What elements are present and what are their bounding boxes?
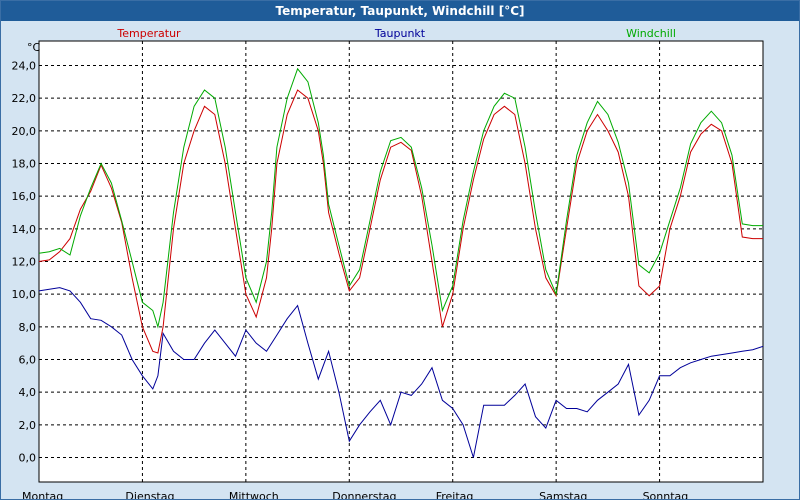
x-day-label: Montag (22, 490, 63, 499)
x-day-label: Dienstag (125, 490, 174, 499)
x-day-label: Mittwoch (229, 490, 279, 499)
x-day-label: Sonntag (643, 490, 689, 499)
x-day-label: Donnerstag (332, 490, 396, 499)
y-axis-label: °C (27, 41, 41, 54)
series-line-temperatur (38, 89, 763, 354)
y-tick-label: 4,0 (19, 386, 37, 399)
y-tick-label: 8,0 (19, 321, 37, 334)
series-line-windchill (38, 67, 763, 329)
legend-temperatur: Temperatur (116, 27, 181, 40)
y-tick-label: 22,0 (12, 92, 37, 105)
y-tick-label: 2,0 (19, 419, 37, 432)
y-tick-label: 16,0 (12, 190, 37, 203)
y-tick-label: 24,0 (12, 60, 37, 73)
y-tick-label: 12,0 (12, 256, 37, 269)
legend-windchill: Windchill (626, 27, 676, 40)
y-tick-label: 6,0 (19, 354, 37, 367)
legend-taupunkt: Taupunkt (374, 27, 426, 40)
y-tick-label: 0,0 (19, 452, 37, 465)
y-tick-label: 14,0 (12, 223, 37, 236)
x-day-label: Samstag (539, 490, 587, 499)
y-tick-label: 20,0 (12, 125, 37, 138)
temperature-chart: 0,0 2,0 4,0 6,0 8,0 10,0 12,0 14,0 16,0 18,0 20,0 2… (12, 27, 764, 499)
y-tick-label: 18,0 (12, 158, 37, 171)
window-title: Temperatur, Taupunkt, Windchill [°C] (1, 1, 799, 21)
series-line-taupunkt (38, 287, 764, 458)
y-tick-label: 10,0 (12, 288, 37, 301)
x-day-label: Freitag (436, 490, 474, 499)
